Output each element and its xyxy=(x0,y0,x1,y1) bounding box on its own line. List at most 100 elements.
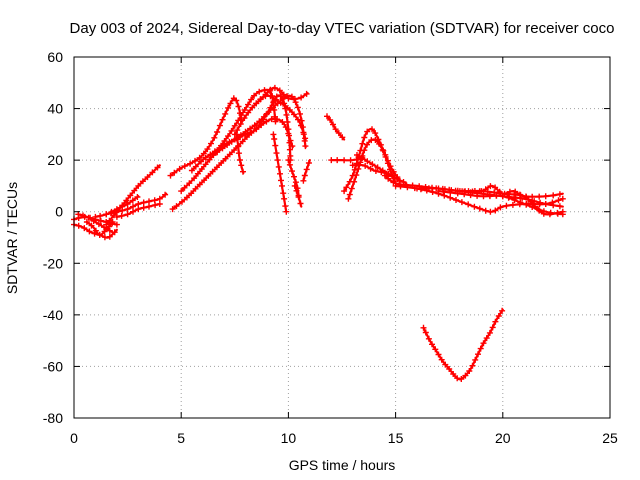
series-peak-5 xyxy=(210,93,309,158)
plus-marker xyxy=(480,340,487,347)
plus-marker xyxy=(113,221,120,228)
plus-marker xyxy=(349,162,356,169)
plus-marker xyxy=(302,143,309,150)
plus-marker xyxy=(516,191,523,198)
plus-marker xyxy=(213,164,220,171)
plus-marker xyxy=(442,361,449,368)
plus-marker xyxy=(374,164,381,171)
plus-marker xyxy=(559,195,566,202)
plus-marker xyxy=(328,157,335,164)
plus-marker xyxy=(549,199,556,206)
plus-marker xyxy=(379,167,386,174)
plus-marker xyxy=(124,201,131,207)
plus-marker xyxy=(447,189,454,196)
plus-marker xyxy=(289,168,295,175)
plus-marker xyxy=(146,203,152,210)
plus-marker xyxy=(390,179,397,186)
plus-marker xyxy=(96,231,103,238)
plus-marker xyxy=(476,188,483,195)
plus-marker xyxy=(200,150,207,157)
plus-marker xyxy=(183,194,190,201)
plus-marker xyxy=(390,168,397,175)
plus-marker xyxy=(536,201,543,208)
plus-marker xyxy=(245,109,252,116)
plus-marker xyxy=(483,335,490,342)
plus-marker xyxy=(529,204,536,210)
plus-marker xyxy=(302,135,309,142)
plus-marker xyxy=(231,122,238,129)
plus-marker xyxy=(274,157,281,164)
series-tail-5 xyxy=(435,188,566,218)
plus-marker xyxy=(295,194,302,201)
plus-marker xyxy=(186,180,193,187)
plus-marker xyxy=(134,194,141,200)
plus-marker xyxy=(285,95,292,102)
plus-marker xyxy=(486,329,493,336)
plus-marker xyxy=(297,110,303,117)
plus-marker xyxy=(283,111,290,118)
plus-marker xyxy=(465,201,472,208)
plus-marker xyxy=(262,91,269,98)
plus-marker xyxy=(124,206,131,213)
x-tick-label: 10 xyxy=(281,430,297,446)
plus-marker xyxy=(295,116,301,123)
plus-marker xyxy=(90,218,97,224)
plus-marker xyxy=(487,183,494,190)
plus-marker xyxy=(188,190,195,197)
plus-marker xyxy=(294,104,301,111)
plus-marker xyxy=(152,202,159,209)
y-tick-label: -40 xyxy=(43,307,63,323)
plus-marker xyxy=(267,93,274,100)
plus-marker xyxy=(343,184,350,191)
plus-marker xyxy=(257,96,264,103)
plus-marker xyxy=(540,208,547,215)
plus-marker xyxy=(480,193,487,200)
plus-marker xyxy=(492,184,499,191)
plus-marker xyxy=(489,324,496,331)
plus-marker xyxy=(372,130,379,137)
plus-marker xyxy=(83,219,90,225)
plus-marker xyxy=(192,163,199,170)
plus-marker xyxy=(108,208,115,215)
plus-marker xyxy=(491,189,498,196)
plus-marker xyxy=(527,198,534,205)
plus-marker xyxy=(492,207,499,214)
plus-marker xyxy=(173,203,180,210)
plus-marker xyxy=(523,193,529,200)
y-axis-label: SDTVAR / TECUs xyxy=(4,182,20,294)
plus-marker xyxy=(282,203,289,210)
plus-marker xyxy=(474,192,481,199)
plus-marker xyxy=(364,128,371,135)
series-peak-1 xyxy=(167,95,244,179)
series-peak-7 xyxy=(253,84,310,107)
series-drop-2 xyxy=(285,157,302,200)
series-rise-3 xyxy=(92,194,141,220)
plus-marker xyxy=(281,195,288,202)
plus-marker xyxy=(477,345,484,352)
plus-marker xyxy=(487,208,494,215)
plus-marker xyxy=(286,106,293,113)
x-axis-label: GPS time / hours xyxy=(289,457,396,473)
plus-marker xyxy=(550,192,557,199)
plus-marker xyxy=(106,227,113,234)
plus-marker xyxy=(420,324,427,331)
plus-marker xyxy=(341,188,348,195)
plus-marker xyxy=(432,346,439,353)
plus-marker xyxy=(272,142,279,149)
plus-marker xyxy=(300,129,307,136)
plus-marker xyxy=(219,116,226,123)
plus-marker xyxy=(466,368,473,374)
plus-marker xyxy=(130,203,136,210)
plus-marker xyxy=(367,165,374,172)
plus-marker xyxy=(275,163,282,170)
plus-marker xyxy=(273,150,280,157)
plus-marker xyxy=(101,228,108,235)
plus-marker xyxy=(458,199,465,206)
plus-marker xyxy=(394,176,401,183)
plus-marker xyxy=(303,166,310,173)
plus-marker xyxy=(482,186,489,193)
plus-marker xyxy=(492,318,499,325)
plus-marker xyxy=(92,227,99,234)
plus-marker xyxy=(335,130,342,137)
y-tick-label: -20 xyxy=(43,255,63,271)
